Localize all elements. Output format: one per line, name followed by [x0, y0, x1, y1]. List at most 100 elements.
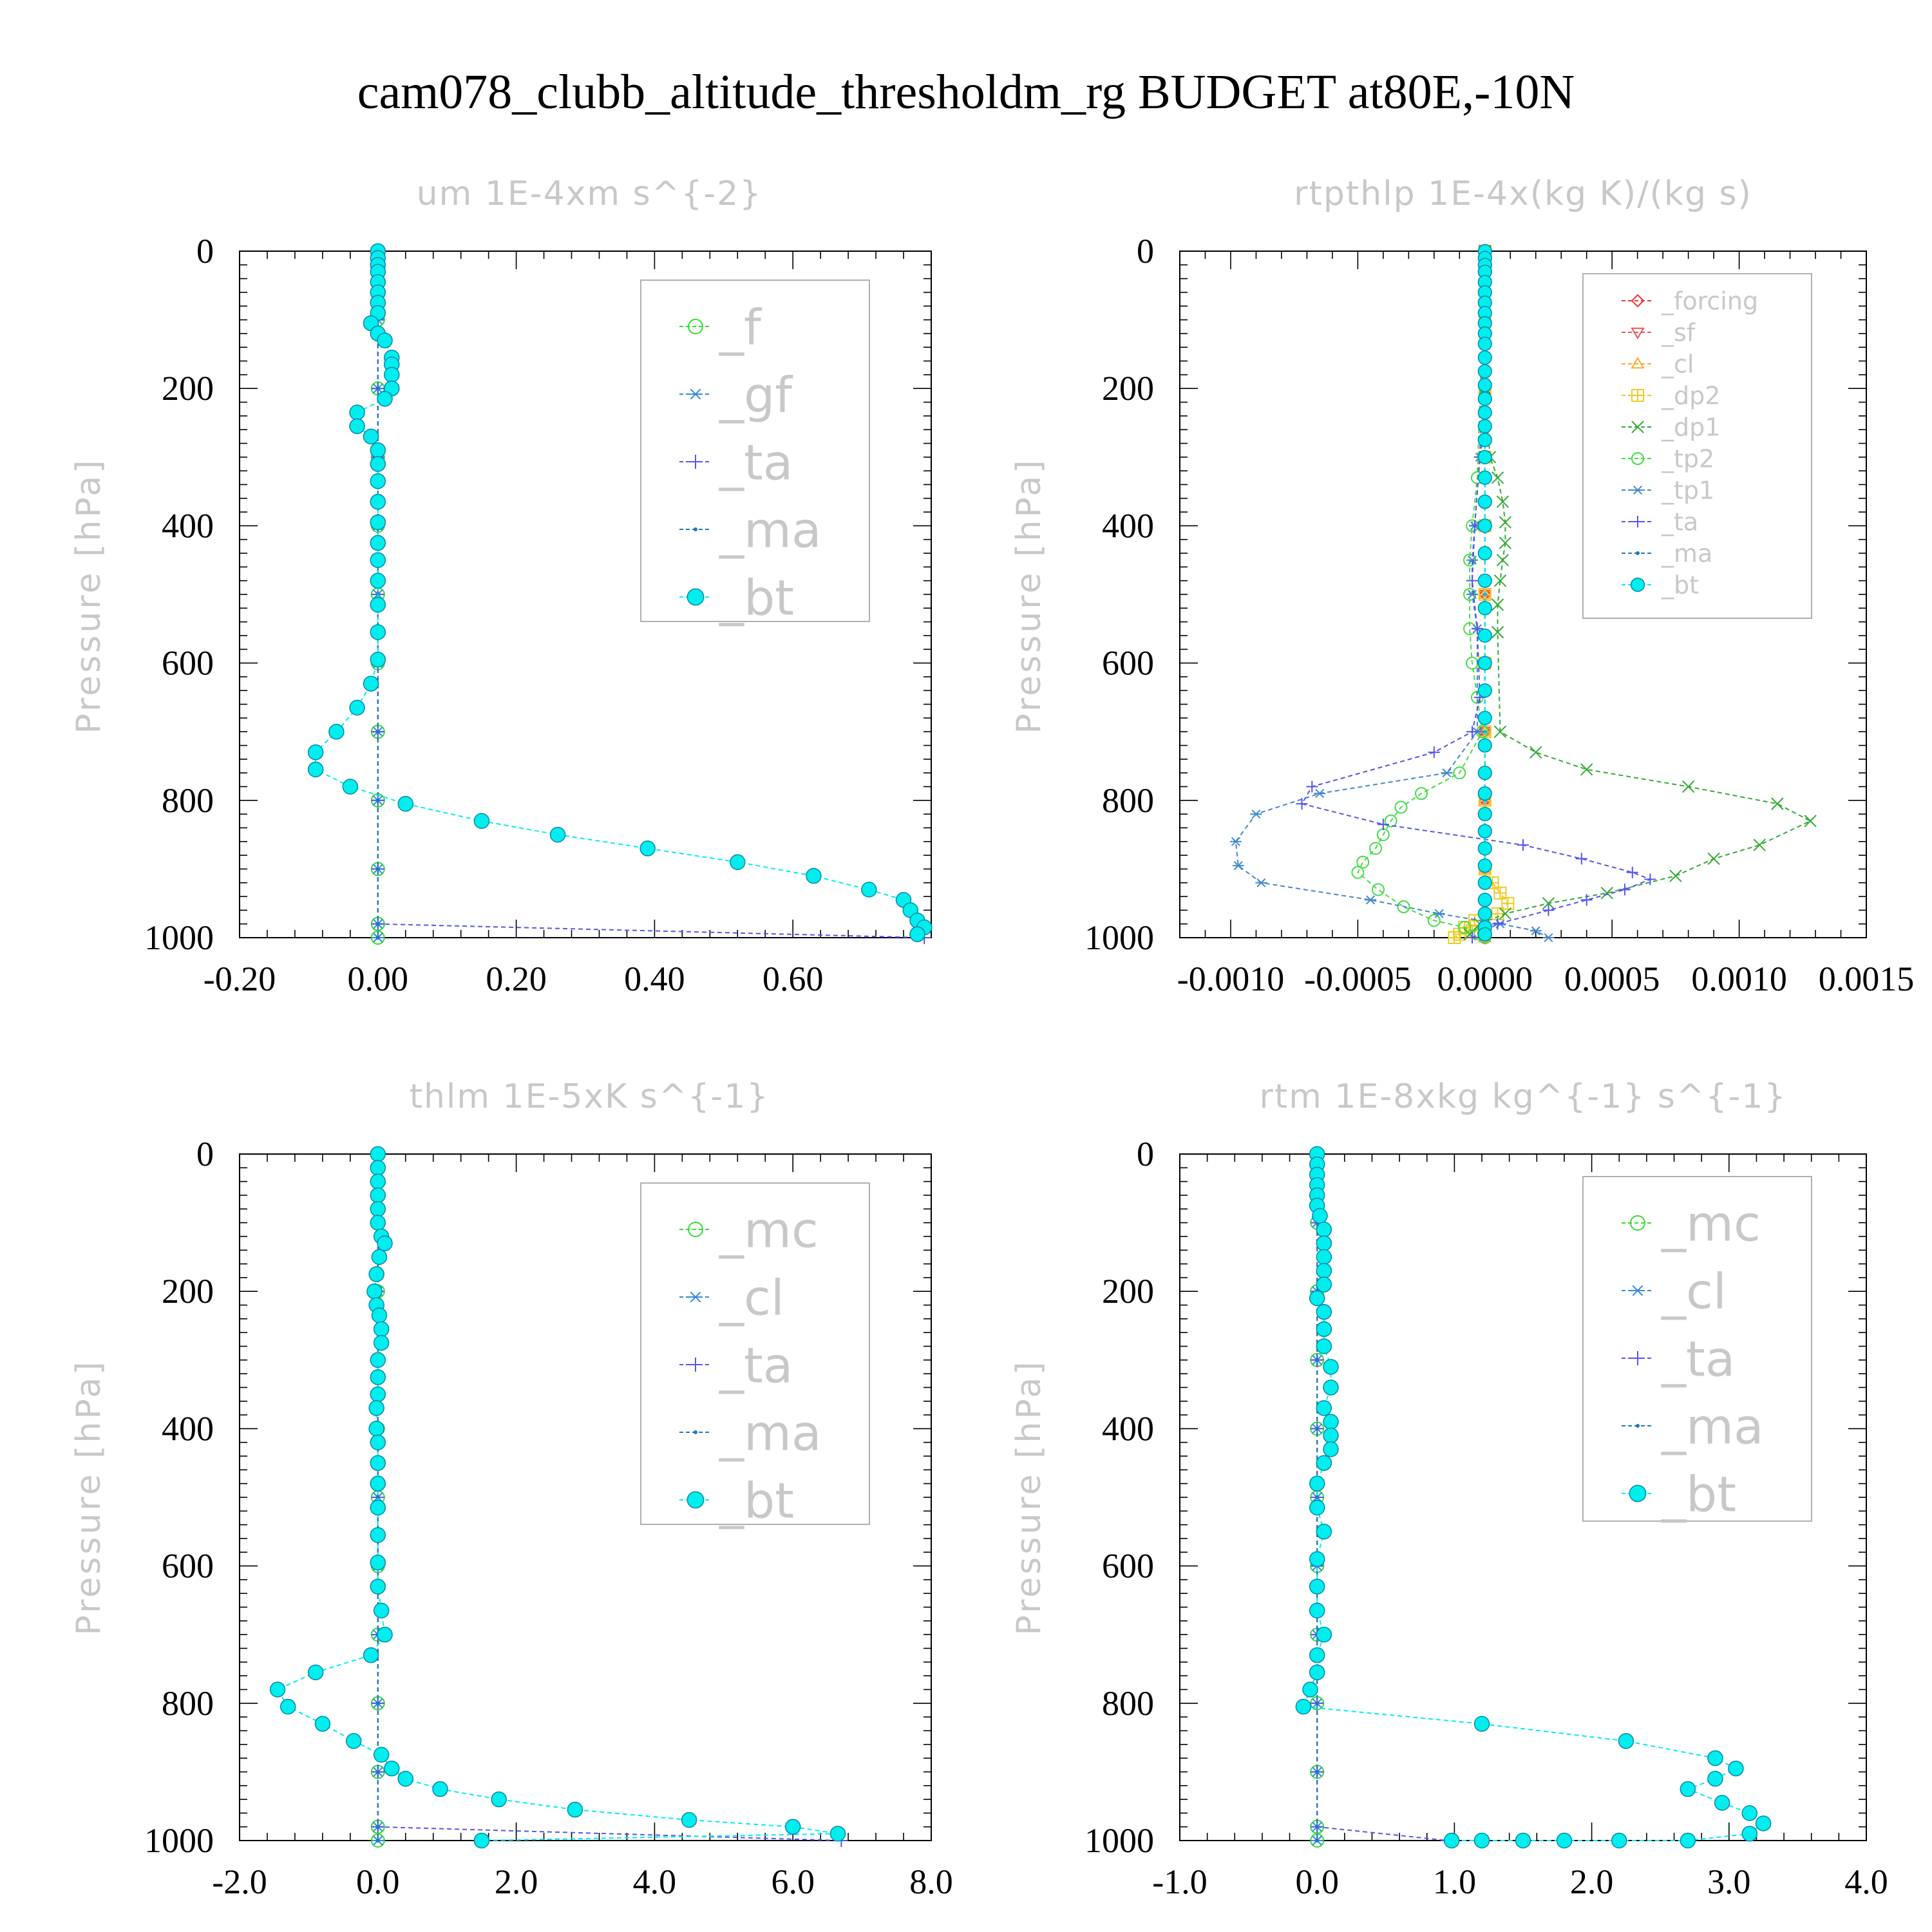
legend-label: _ma: [1661, 1397, 1764, 1455]
data-point: [1309, 1551, 1325, 1567]
data-point: [1680, 1781, 1696, 1797]
data-point: [1309, 1602, 1325, 1619]
data-point: [370, 652, 386, 668]
data-point: [1316, 1321, 1332, 1338]
data-point: [1477, 377, 1492, 392]
data-point: [371, 1307, 388, 1323]
data-point: [1556, 1832, 1573, 1849]
data-point: [1458, 921, 1472, 934]
data-point: [279, 1698, 296, 1715]
data-point: [1493, 725, 1507, 738]
data-point: [370, 1160, 386, 1176]
legend-item: _ta: [1622, 1330, 1735, 1387]
data-point: [1441, 768, 1453, 778]
x-tick-label: -2.0: [212, 1862, 267, 1901]
data-point: [384, 366, 400, 383]
data-point: [1477, 364, 1492, 379]
series-bt: [1295, 1146, 1772, 1849]
x-tick-label: -1.0: [1152, 1862, 1207, 1901]
legend-label: _dp1: [1661, 413, 1720, 442]
y-tick-label: 0: [196, 1135, 214, 1173]
legend-marker: [688, 1291, 703, 1303]
x-tick-label: 2.0: [495, 1862, 538, 1901]
series-bt: [269, 1146, 846, 1849]
data-point: [1493, 574, 1507, 587]
data-point: [1611, 1832, 1627, 1849]
data-point: [1316, 1400, 1332, 1416]
data-point: [370, 1455, 386, 1471]
data-point: [1477, 738, 1492, 753]
data-point: [375, 1839, 380, 1842]
y-tick-label: 600: [162, 644, 214, 683]
legend-label: _forcing: [1661, 287, 1758, 316]
data-point: [909, 926, 925, 942]
legend-box: [640, 1182, 870, 1525]
data-point: [328, 723, 345, 740]
data-point: [1309, 1290, 1325, 1307]
data-point: [784, 1819, 801, 1835]
data-point: [373, 1602, 390, 1619]
data-point: [432, 1781, 448, 1797]
panel-title: rtpthlp 1E-4x(kg K)/(kg s): [1294, 175, 1752, 213]
data-point: [1477, 786, 1492, 801]
legend-label: _tp2: [1661, 445, 1714, 473]
data-point: [1755, 1815, 1772, 1832]
data-point: [1316, 1222, 1332, 1238]
data-point: [1499, 516, 1512, 529]
data-point: [1580, 894, 1593, 906]
data-point: [349, 404, 365, 421]
legend-item: _ta: [679, 433, 793, 491]
legend-item: _dp1: [1622, 413, 1720, 442]
legend-marker: [688, 388, 703, 400]
data-point: [1753, 838, 1766, 851]
data-point: [1477, 927, 1492, 942]
data-point: [1315, 1495, 1320, 1499]
data-point: [1466, 726, 1479, 738]
data-point: [1618, 884, 1631, 896]
data-point: [375, 798, 380, 802]
data-point: [375, 1824, 380, 1829]
plot-area: [269, 1146, 848, 1849]
x-tick-label: 0.20: [486, 960, 547, 998]
y-tick-label: 0: [1137, 232, 1154, 270]
data-point: [1397, 900, 1410, 914]
legend-label: _ta: [1661, 1330, 1735, 1387]
plot-area: [1295, 1146, 1772, 1849]
data-point: [1644, 873, 1656, 886]
panel-title: thlm 1E-5xK s^{-1}: [410, 1077, 770, 1116]
data-point: [1369, 842, 1383, 855]
data-point: [1250, 810, 1262, 819]
legend-item: _bt: [1622, 1465, 1736, 1522]
y-tick-label: 600: [162, 1547, 214, 1586]
data-point: [349, 699, 365, 716]
y-tick-label: 1000: [144, 918, 214, 957]
legend-marker: [688, 1222, 703, 1237]
legend-item: _mc: [679, 1201, 819, 1258]
data-point: [1316, 1249, 1332, 1265]
y-axis-label: Pressure [hPa]: [70, 458, 108, 734]
plot-area: [1229, 243, 1817, 945]
data-point: [375, 386, 380, 391]
y-tick-label: 400: [162, 506, 214, 545]
data-point: [1477, 601, 1492, 616]
legend-label: _ma: [1661, 540, 1712, 568]
y-tick-label: 800: [1102, 781, 1154, 820]
data-point: [1492, 918, 1504, 930]
chart-panel-rtm: rtm 1E-8xkg kg^{-1} s^{-1} Pressure [hPa…: [1010, 1077, 1888, 1901]
data-point: [1530, 926, 1542, 936]
data-point: [349, 418, 365, 435]
series-dp2: [1448, 245, 1515, 944]
data-point: [1496, 495, 1510, 508]
legend-item: _ma: [1622, 1397, 1764, 1455]
legend-label: _bt: [719, 1472, 794, 1529]
data-point: [370, 442, 386, 459]
data-point: [473, 1832, 490, 1849]
x-tick-label: 8.0: [909, 1862, 953, 1901]
x-tick-label: 0.0000: [1437, 960, 1533, 998]
data-point: [1296, 798, 1308, 810]
x-tick-label: 2.0: [1570, 1862, 1614, 1901]
data-point: [1477, 824, 1492, 838]
x-tick-label: 0.0005: [1564, 960, 1660, 998]
y-tick-label: 200: [162, 1272, 214, 1311]
data-point: [370, 535, 386, 551]
